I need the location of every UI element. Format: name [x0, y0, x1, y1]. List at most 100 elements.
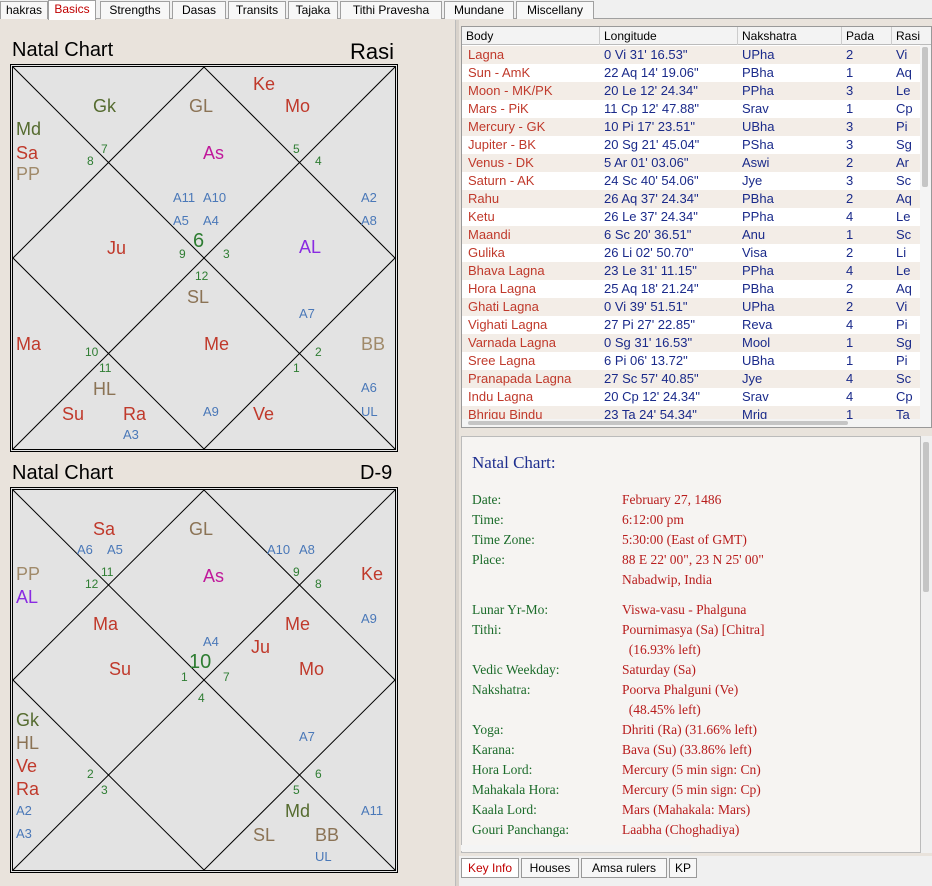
- table-row[interactable]: Pranapada Lagna 27 Sc 57' 40.85" Jye 4 Sc: [462, 370, 922, 388]
- cell-longitude: 10 Pi 17' 23.51": [604, 119, 695, 134]
- tab-mundane[interactable]: Mundane: [444, 1, 514, 19]
- tab-chakras[interactable]: hakras: [0, 1, 48, 19]
- info-label: Tithi:: [472, 622, 502, 637]
- table-row[interactable]: Lagna 0 Vi 31' 16.53" UPha 2 Vi: [462, 46, 922, 64]
- table-row[interactable]: Venus - DK 5 Ar 01' 03.06" Aswi 2 Ar: [462, 154, 922, 172]
- cell-body: Moon - MK/PK: [468, 83, 553, 98]
- info-title: Natal Chart:: [472, 453, 556, 472]
- d9-al: AL: [16, 587, 39, 607]
- table-row[interactable]: Gulika 26 Li 02' 50.70" Visa 2 Li: [462, 244, 922, 262]
- table-row[interactable]: Sree Lagna 6 Pi 06' 13.72" UBha 1 Pi: [462, 352, 922, 370]
- cell-longitude: 26 Le 37' 24.34": [604, 209, 698, 224]
- table-row[interactable]: Mars - PiK 11 Cp 12' 47.88" Srav 1 Cp: [462, 100, 922, 118]
- col-header-pada[interactable]: Pada: [842, 27, 892, 45]
- table-row[interactable]: Hora Lagna 25 Aq 18' 21.24" PBha 2 Aq: [462, 280, 922, 298]
- tab-strengths[interactable]: Strengths: [100, 1, 170, 19]
- info-value: Saturday (Sa): [622, 662, 696, 677]
- col-header-longitude[interactable]: Longitude: [600, 27, 738, 45]
- cell-pada: 3: [846, 83, 854, 98]
- tab-kp[interactable]: KP: [669, 858, 697, 878]
- table-row[interactable]: Moon - MK/PK 20 Le 12' 24.34" PPha 3 Le: [462, 82, 922, 100]
- table-horizontal-scrollbar[interactable]: [462, 419, 922, 427]
- col-header-rasi[interactable]: Rasi: [892, 27, 931, 45]
- tab-basics[interactable]: Basics: [48, 0, 96, 20]
- info-label: Date:: [472, 492, 502, 507]
- d9-gk: Gk: [16, 710, 40, 730]
- d9-a7: A7: [299, 729, 315, 744]
- pane-splitter[interactable]: [455, 20, 459, 886]
- info-label: Yoga:: [472, 722, 504, 737]
- info-value: 6:12:00 pm: [622, 512, 684, 527]
- cell-rasi: Pi: [896, 317, 908, 332]
- col-header-body[interactable]: Body: [462, 27, 600, 45]
- cell-rasi: Pi: [896, 353, 908, 368]
- d9-sl: SL: [253, 825, 276, 845]
- d9-ul: UL: [315, 849, 332, 864]
- d9-a8: A8: [299, 542, 315, 557]
- table-row[interactable]: Maandi 6 Sc 20' 36.51" Anu 1 Sc: [462, 226, 922, 244]
- table-row[interactable]: Saturn - AK 24 Sc 40' 54.06" Jye 3 Sc: [462, 172, 922, 190]
- cell-rasi: Cp: [896, 101, 913, 116]
- info-value: Nabadwip, India: [622, 572, 712, 587]
- table-row[interactable]: Bhava Lagna 23 Le 31' 11.15" PPha 4 Le: [462, 262, 922, 280]
- info-value: (48.45% left): [622, 702, 701, 717]
- table-row[interactable]: Ketu 26 Le 37' 24.34" PPha 4 Le: [462, 208, 922, 226]
- cell-rasi: Le: [896, 209, 911, 224]
- info-label: Kaala Lord:: [472, 802, 537, 817]
- info-value: February 27, 1486: [622, 492, 722, 507]
- cell-rasi: Sc: [896, 371, 912, 386]
- rasi-house-num: 1: [293, 361, 300, 375]
- cell-body: Mercury - GK: [468, 119, 546, 134]
- table-row[interactable]: Indu Lagna 20 Cp 12' 24.34" Srav 4 Cp: [462, 388, 922, 406]
- chart1-title: Natal Chart: [12, 39, 114, 61]
- cell-longitude: 26 Li 02' 50.70": [604, 245, 694, 260]
- table-row[interactable]: Sun - AmK 22 Aq 14' 19.06" PBha 1 Aq: [462, 64, 922, 82]
- d9-a5: A5: [107, 542, 123, 557]
- cell-body: Venus - DK: [468, 155, 534, 170]
- table-row[interactable]: Jupiter - BK 20 Sg 21' 45.04" PSha 3 Sg: [462, 136, 922, 154]
- d9-house-num: 6: [315, 767, 322, 781]
- table-row[interactable]: Varnada Lagna 0 Sg 31' 16.53" Mool 1 Sg: [462, 334, 922, 352]
- cell-nakshatra: PBha: [742, 191, 774, 206]
- rasi-house-num: 8: [87, 154, 94, 168]
- cell-pada: 2: [846, 47, 854, 62]
- tab-transits[interactable]: Transits: [228, 1, 286, 19]
- cell-pada: 1: [846, 353, 854, 368]
- table-row[interactable]: Vighati Lagna 27 Pi 27' 22.85" Reva 4 Pi: [462, 316, 922, 334]
- info-horizontal-scrollbar[interactable]: [461, 845, 691, 851]
- table-row[interactable]: Mercury - GK 10 Pi 17' 23.51" UBha 3 Pi: [462, 118, 922, 136]
- rasi-ma: Ma: [16, 334, 42, 354]
- key-info-panel: Natal Chart: Date: February 27, 1486 Time:…: [461, 436, 921, 853]
- info-label: Gouri Panchanga:: [472, 822, 570, 837]
- table-row[interactable]: Rahu 26 Aq 37' 24.34" PBha 2 Aq: [462, 190, 922, 208]
- rasi-a4: A4: [203, 213, 219, 228]
- rasi-a6: A6: [361, 380, 377, 395]
- info-value: 5:30:00 (East of GMT): [622, 532, 747, 547]
- col-header-nakshatra[interactable]: Nakshatra: [738, 27, 842, 45]
- cell-nakshatra: Reva: [742, 317, 773, 332]
- tab-amsa-rulers[interactable]: Amsa rulers: [581, 858, 667, 878]
- table-row[interactable]: Ghati Lagna 0 Vi 39' 51.51" UPha 2 Vi: [462, 298, 922, 316]
- cell-body: Ketu: [468, 209, 495, 224]
- cell-longitude: 6 Pi 06' 13.72": [604, 353, 688, 368]
- d9-chart[interactable]: Sa GL PP AL As Ke Ma Me Ju Su Mo Gk HL V…: [10, 487, 398, 873]
- d9-ke: Ke: [361, 564, 384, 584]
- rasi-house-num: 7: [101, 142, 108, 156]
- tab-houses[interactable]: Houses: [521, 858, 579, 878]
- cell-rasi: Ar: [896, 155, 909, 170]
- cell-body: Ghati Lagna: [468, 299, 539, 314]
- tab-dasas[interactable]: Dasas: [172, 1, 226, 19]
- info-vertical-scrollbar[interactable]: [921, 436, 932, 853]
- cell-nakshatra: Srav: [742, 389, 769, 404]
- tab-tajaka[interactable]: Tajaka: [288, 1, 338, 19]
- info-label: Mahakala Hora:: [472, 782, 560, 797]
- tab-key-info[interactable]: Key Info: [461, 858, 519, 878]
- tab-miscellany[interactable]: Miscellany: [516, 1, 594, 19]
- rasi-chart[interactable]: Gk GL Ke Mo Md Sa PP As Ju AL SL Ma Me B…: [10, 64, 398, 452]
- cell-pada: 2: [846, 299, 854, 314]
- d9-house-num: 12: [85, 577, 99, 591]
- rasi-house-num: 10: [85, 345, 99, 359]
- table-vertical-scrollbar[interactable]: [920, 45, 931, 427]
- cell-pada: 4: [846, 371, 854, 386]
- tab-tithi-pravesha[interactable]: Tithi Pravesha: [340, 1, 442, 19]
